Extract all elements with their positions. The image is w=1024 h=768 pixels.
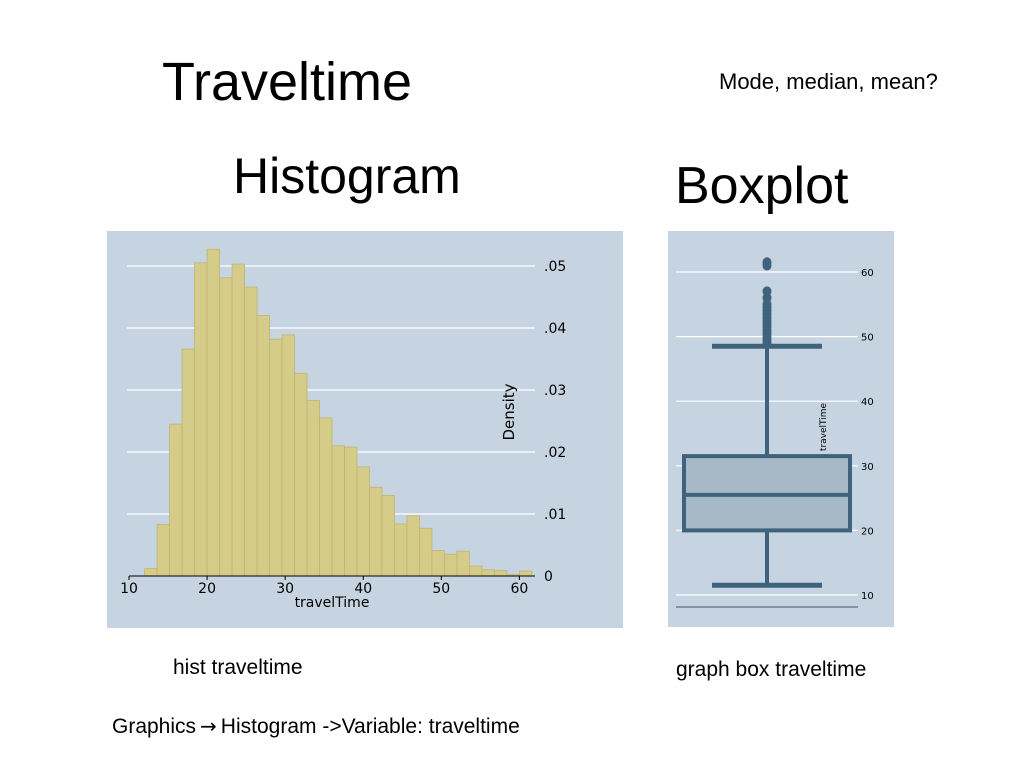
boxplot-svg: 10 20 30 40 50 60 travelTime bbox=[676, 257, 874, 608]
boxplot-y-tick-label: 10 bbox=[861, 591, 874, 602]
histogram-bar bbox=[481, 569, 495, 577]
histogram-chart: 0.01.02.03.04.05 10 20 30 40 50 60 travelTime … bbox=[107, 231, 623, 628]
boxplot-chart: 10 20 30 40 50 60 travelTime bbox=[668, 231, 894, 627]
histogram-bar bbox=[406, 515, 420, 577]
boxplot-axes: 10 20 30 40 50 60 bbox=[676, 268, 874, 608]
menu-path-part2: Histogram ->Variable: traveltime bbox=[220, 715, 520, 738]
histogram-bar bbox=[169, 423, 183, 577]
histogram-bar bbox=[294, 372, 308, 577]
histogram-bar bbox=[493, 570, 508, 577]
x-tick-label: 60 bbox=[510, 581, 528, 597]
histogram-bar bbox=[431, 550, 445, 577]
boxplot-y-tick-label: 60 bbox=[861, 268, 874, 279]
x-tick-label: 30 bbox=[276, 581, 294, 597]
x-tick-label: 20 bbox=[198, 581, 216, 597]
histogram-bar bbox=[281, 334, 295, 577]
histogram-bar bbox=[206, 248, 220, 577]
histogram-bar bbox=[518, 570, 533, 577]
histogram-bars bbox=[144, 248, 533, 577]
boxplot-outliers bbox=[762, 257, 772, 349]
y-tick-label: .01 bbox=[544, 507, 566, 523]
histogram-bar bbox=[469, 565, 483, 577]
boxplot-y-axis-label: travelTime bbox=[819, 402, 829, 451]
histogram-bar bbox=[194, 262, 208, 577]
histogram-bar bbox=[144, 568, 158, 577]
histogram-heading: Histogram bbox=[233, 148, 461, 204]
y-axis-label: Density bbox=[500, 383, 518, 440]
histogram-bar bbox=[394, 523, 408, 577]
boxplot-y-tick-label: 30 bbox=[861, 462, 874, 473]
outlier-point bbox=[762, 286, 772, 297]
histogram-bar bbox=[456, 550, 470, 577]
x-tick-label: 40 bbox=[354, 581, 372, 597]
x-axis-label: travelTime bbox=[295, 595, 370, 611]
boxplot-y-tick-label: 20 bbox=[861, 526, 874, 537]
menu-path-part1: Graphics bbox=[112, 715, 197, 738]
arrow-right-icon: → bbox=[200, 714, 217, 738]
boxplot-y-tick-label: 40 bbox=[861, 397, 874, 408]
histogram-bar bbox=[219, 277, 233, 577]
histogram-bar bbox=[419, 527, 433, 577]
y-tick-label: 0 bbox=[544, 569, 553, 585]
y-tick-label: .02 bbox=[544, 445, 566, 461]
histogram-bar bbox=[256, 315, 270, 577]
slide-title: Traveltime bbox=[162, 52, 413, 112]
y-tick-label: .04 bbox=[544, 321, 566, 337]
histogram-bar bbox=[381, 494, 395, 577]
histogram-bar bbox=[344, 446, 358, 577]
menu-path: Graphics → Histogram ->Variable: traveltim… bbox=[112, 713, 520, 740]
boxplot-y-tick-label: 50 bbox=[861, 333, 874, 344]
histogram-axes: 0 .01 .02 .03 .04 .05 10 20 30 40 50 60 bbox=[120, 259, 566, 597]
boxplot-heading: Boxplot bbox=[675, 157, 849, 215]
histogram-bar bbox=[181, 348, 195, 577]
boxplot-command: graph box traveltime bbox=[676, 658, 867, 681]
histogram-bar bbox=[444, 553, 458, 577]
histogram-bar bbox=[244, 286, 258, 577]
histogram-bar bbox=[356, 466, 370, 577]
histogram-bar bbox=[269, 338, 283, 577]
histogram-bar bbox=[156, 524, 171, 577]
y-tick-label: .05 bbox=[544, 259, 566, 275]
histogram-bar bbox=[231, 263, 245, 577]
slide-note: Mode, median, mean? bbox=[719, 69, 938, 94]
histogram-command: hist traveltime bbox=[173, 656, 303, 679]
y-tick-label: .03 bbox=[544, 383, 566, 399]
x-tick-label: 10 bbox=[120, 581, 138, 597]
histogram-bar bbox=[369, 486, 383, 577]
histogram-bar bbox=[331, 445, 345, 577]
outlier-point bbox=[762, 257, 772, 268]
histogram-bar bbox=[306, 400, 320, 577]
boxplot-body bbox=[682, 343, 852, 588]
histogram-bar bbox=[319, 417, 333, 577]
x-tick-label: 50 bbox=[432, 581, 450, 597]
